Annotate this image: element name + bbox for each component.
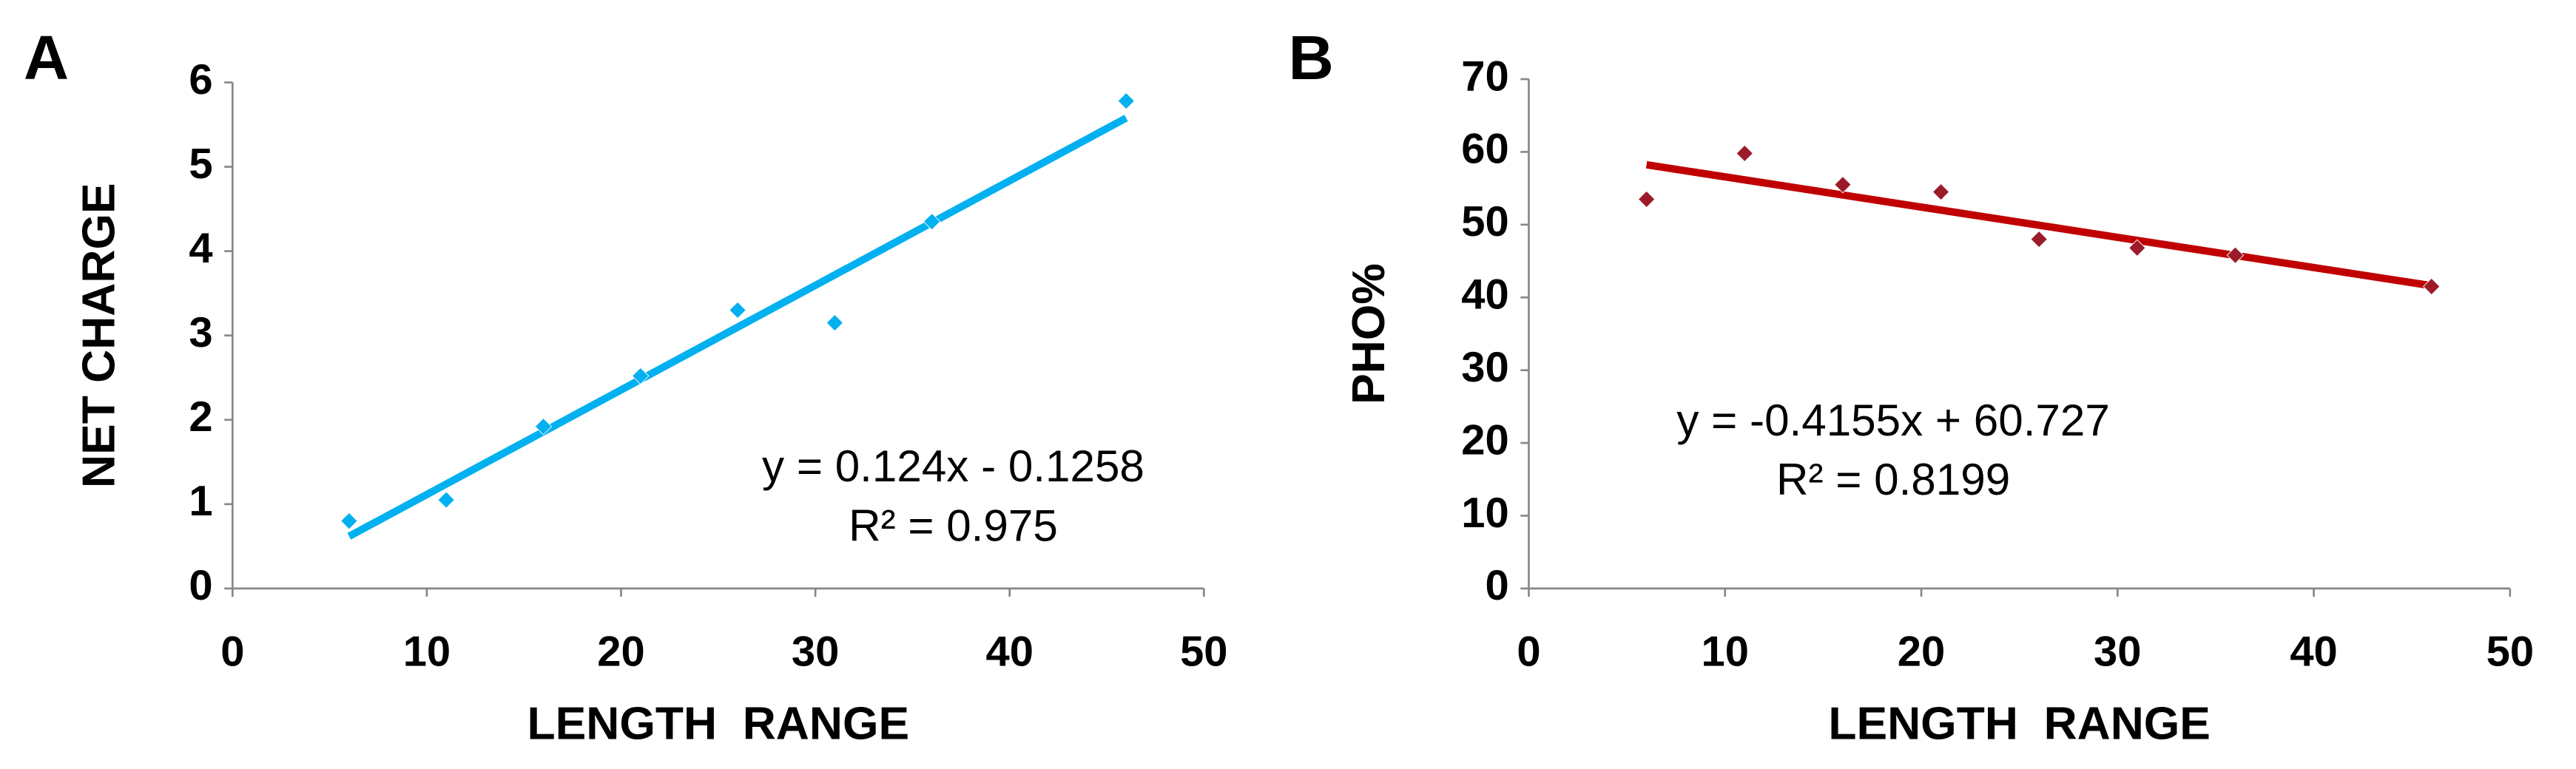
y-tick-label: 3 <box>189 309 212 356</box>
y-tick-label: 0 <box>1485 562 1508 609</box>
y-tick-label: 40 <box>1461 271 1508 319</box>
x-axis-title: LENGTH RANGE <box>1828 699 2211 750</box>
y-tick-label: 50 <box>1461 198 1508 245</box>
point <box>437 491 455 509</box>
x-tick-label: 10 <box>403 628 451 675</box>
point <box>631 367 650 385</box>
panel-label: A <box>24 22 69 92</box>
x-tick-label: 50 <box>2486 628 2534 675</box>
trend-equation: y = 0.124x - 0.1258 <box>762 441 1144 491</box>
x-tick-label: 20 <box>1898 628 1945 675</box>
y-tick-label: 30 <box>1461 344 1508 391</box>
point <box>1736 144 1754 163</box>
x-tick-label: 30 <box>2094 628 2141 675</box>
trend-r2: R² = 0.975 <box>849 501 1058 551</box>
point <box>826 314 844 332</box>
point <box>2128 239 2146 257</box>
y-tick-label: 5 <box>189 140 212 188</box>
point <box>2226 246 2245 264</box>
point <box>1834 175 1852 194</box>
y-tick-label: 1 <box>189 478 212 525</box>
y-axis-title: NET CHARGE <box>74 183 125 488</box>
y-tick-label: 60 <box>1461 126 1508 173</box>
x-tick-label: 0 <box>1517 628 1540 675</box>
x-axis-title: LENGTH RANGE <box>527 699 910 750</box>
y-tick-label: 0 <box>189 562 212 609</box>
y-tick-label: 70 <box>1461 52 1508 100</box>
point <box>2030 230 2048 248</box>
y-tick-label: 20 <box>1461 416 1508 464</box>
x-tick-label: 50 <box>1180 628 1227 675</box>
y-tick-label: 2 <box>189 393 212 441</box>
point <box>1932 183 1950 201</box>
x-tick-label: 0 <box>220 628 244 675</box>
y-tick-label: 10 <box>1461 489 1508 537</box>
point <box>2422 277 2441 296</box>
x-tick-label: 30 <box>792 628 839 675</box>
y-tick-label: 6 <box>189 56 212 104</box>
x-tick-label: 20 <box>597 628 644 675</box>
point <box>923 212 941 231</box>
y-tick-label: 4 <box>189 225 212 272</box>
point <box>340 512 358 530</box>
point <box>1637 190 1656 209</box>
x-tick-label: 40 <box>2290 628 2337 675</box>
panel-label: B <box>1289 22 1334 92</box>
point <box>729 301 746 319</box>
x-tick-label: 40 <box>985 628 1033 675</box>
trendline <box>1645 160 2432 290</box>
point <box>534 418 553 436</box>
point <box>1117 92 1136 110</box>
y-axis-title: PHO% <box>1343 263 1395 404</box>
trend-equation: y = -0.4155x + 60.727 <box>1676 396 2109 445</box>
trend-r2: R² = 0.8199 <box>1776 455 2010 504</box>
trendline <box>347 115 1128 540</box>
x-tick-label: 10 <box>1702 628 1749 675</box>
